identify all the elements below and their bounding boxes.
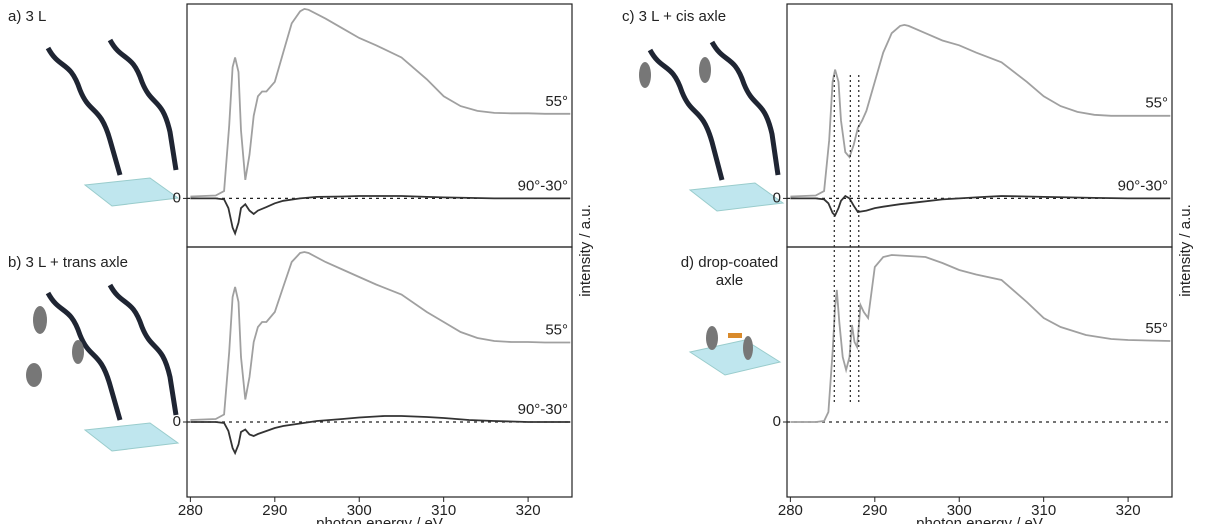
chain [107,283,179,416]
y-axis-label: intensity / a.u. [1177,204,1194,297]
x-tick-label: 300 [947,502,972,519]
chain [45,291,123,421]
plot-frame [186,3,573,248]
axle [33,306,47,334]
spectrum-line [790,194,1171,217]
plot-frame [186,246,573,498]
spectrum-line [790,254,1171,423]
x-axis-label: photon energy / eV [316,515,443,524]
x-tick-label: 320 [516,502,541,519]
axle [639,62,651,88]
spectrum-line [190,7,571,198]
substrate [688,182,785,212]
chain [709,40,781,176]
plot-frame [786,246,1173,498]
axle [743,336,753,360]
axle [699,57,711,83]
chain [647,48,725,181]
y-tick-label: 0 [773,413,781,430]
substrate [83,177,180,207]
y-tick-label: 0 [173,189,181,206]
series-label: 55° [1145,95,1168,112]
axle [706,326,718,350]
spectrum-line [190,251,571,421]
x-tick-label: 290 [862,502,887,519]
chain [107,38,179,171]
x-tick-label: 300 [347,502,372,519]
axle [72,340,84,364]
series-label: 90°-30° [518,401,568,418]
series-label: 90°-30° [1118,177,1168,194]
x-tick-label: 280 [178,502,203,519]
panel-title: d) drop-coated axle [680,254,779,289]
series-label: 55° [1145,320,1168,337]
x-tick-label: 320 [1116,502,1141,519]
x-tick-label: 310 [431,502,456,519]
plot-frame [786,3,1173,248]
axle-rod [728,333,742,338]
panel-title: b) 3 L + trans axle [8,254,128,271]
substrate [83,422,180,452]
chain [45,46,123,176]
series-label: 55° [545,321,568,338]
y-tick-label: 0 [773,189,781,206]
x-axis-label: photon energy / eV [916,515,1043,524]
axle [26,363,42,387]
spectrum-line [190,415,571,456]
x-tick-label: 310 [1031,502,1056,519]
y-tick-label: 0 [173,413,181,430]
substrate [688,339,782,376]
series-label: 90°-30° [518,177,568,194]
series-label: 55° [545,93,568,110]
panel-title: a) 3 L [8,8,47,25]
x-tick-label: 280 [778,502,803,519]
y-axis-label: intensity / a.u. [577,204,594,297]
x-tick-label: 290 [262,502,287,519]
panel-title: c) 3 L + cis axle [622,8,727,25]
illustration [26,38,785,452]
spectrum-line [190,195,571,236]
spectrum-line [790,23,1171,198]
